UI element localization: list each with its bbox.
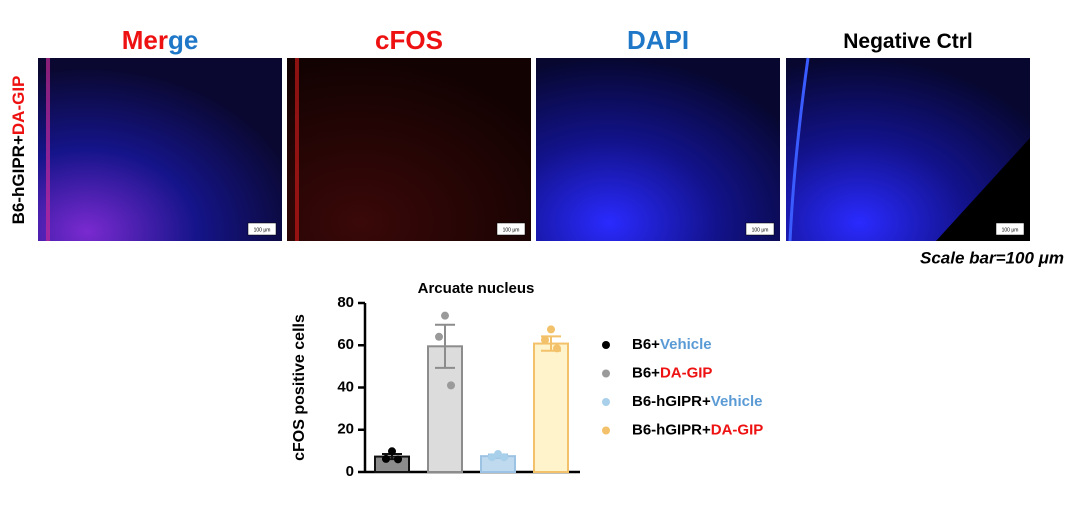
- legend-part: Vehicle: [711, 393, 763, 410]
- row-label: B6-hGIPR+DA-GIP: [9, 76, 28, 225]
- data-point: [553, 344, 561, 353]
- panel-title: Negative Ctrl: [843, 30, 973, 53]
- legend-part: DA-GIP: [711, 421, 764, 438]
- microscopy-image: [536, 58, 780, 241]
- y-axis-label: cFOS positive cells: [291, 314, 308, 461]
- title-part: Mer: [122, 25, 168, 55]
- y-tick-label: 0: [346, 463, 354, 480]
- panel-title: Merge: [122, 25, 199, 55]
- scale-label: 100 μm: [254, 227, 271, 233]
- title-part: Negative Ctrl: [843, 30, 973, 53]
- scale-label: 100 μm: [503, 227, 520, 233]
- data-point: [435, 332, 443, 341]
- scale-label: 100 μm: [752, 227, 769, 233]
- data-point: [447, 381, 455, 390]
- edge-signal: [788, 57, 810, 242]
- legend-marker: [602, 426, 610, 435]
- row-label-part: B6-hGIPR+: [9, 135, 28, 224]
- data-point: [441, 311, 449, 320]
- scale-note: Scale bar=100 μm: [920, 248, 1064, 267]
- panel-title: cFOS: [375, 25, 443, 55]
- data-point: [541, 335, 549, 344]
- scale-box: [496, 222, 526, 236]
- data-point: [488, 453, 496, 462]
- panel-title: DAPI: [627, 25, 689, 55]
- legend-label: B6-hGIPR+DA-GIP: [632, 421, 763, 438]
- scale-box: [995, 222, 1025, 236]
- edge-signal: [295, 58, 299, 241]
- edge-signal: [46, 58, 50, 241]
- chart-title: Arcuate nucleus: [418, 280, 535, 297]
- legend-label: B6+DA-GIP: [632, 364, 712, 381]
- y-tick-label: 60: [337, 336, 354, 353]
- y-tick-label: 80: [337, 294, 354, 311]
- title-part: ge: [168, 25, 198, 55]
- legend-marker: [602, 341, 610, 349]
- data-point: [394, 455, 402, 464]
- scale-label: 100 μm: [1002, 227, 1019, 233]
- scale-box: [745, 222, 775, 236]
- title-part: cFOS: [375, 25, 443, 55]
- dark-region: [936, 138, 1030, 241]
- legend-label: B6+Vehicle: [632, 336, 712, 353]
- legend-part: B6+: [632, 364, 660, 381]
- scale-box: [247, 222, 277, 236]
- legend-part: B6-hGIPR+: [632, 393, 711, 410]
- legend-part: B6+: [632, 336, 660, 353]
- data-point: [500, 453, 508, 462]
- bar: [533, 342, 569, 473]
- legend-part: B6-hGIPR+: [632, 421, 711, 438]
- y-tick-label: 40: [337, 378, 354, 395]
- data-point: [547, 325, 555, 334]
- legend-marker: [602, 369, 610, 378]
- row-label-part: DA-GIP: [9, 76, 28, 136]
- legend-part: Vehicle: [660, 336, 712, 353]
- data-point: [382, 454, 390, 463]
- microscopy-image: [38, 58, 282, 241]
- data-point: [388, 447, 396, 456]
- microscopy-image: [287, 58, 531, 241]
- legend-marker: [602, 398, 610, 406]
- title-part: DAPI: [627, 25, 689, 55]
- legend-part: DA-GIP: [660, 364, 713, 381]
- y-tick-label: 20: [337, 421, 354, 438]
- legend-label: B6-hGIPR+Vehicle: [632, 393, 762, 410]
- data-point: [494, 450, 502, 459]
